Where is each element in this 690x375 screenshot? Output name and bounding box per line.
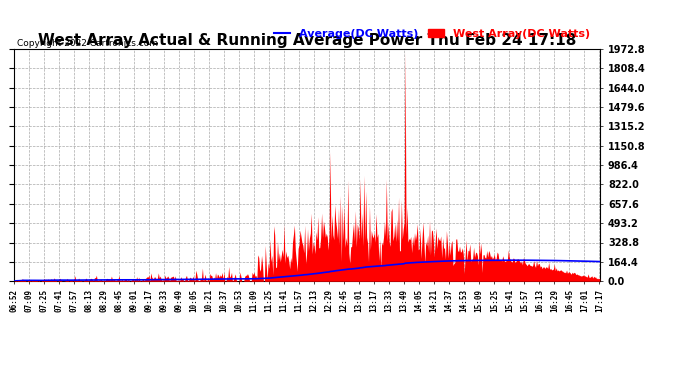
Legend: Average(DC Watts), West Array(DC Watts): Average(DC Watts), West Array(DC Watts) [269, 24, 595, 43]
Text: Copyright 2022 Cartronics.com: Copyright 2022 Cartronics.com [17, 39, 158, 48]
Title: West Array Actual & Running Average Power Thu Feb 24 17:18: West Array Actual & Running Average Powe… [38, 33, 576, 48]
